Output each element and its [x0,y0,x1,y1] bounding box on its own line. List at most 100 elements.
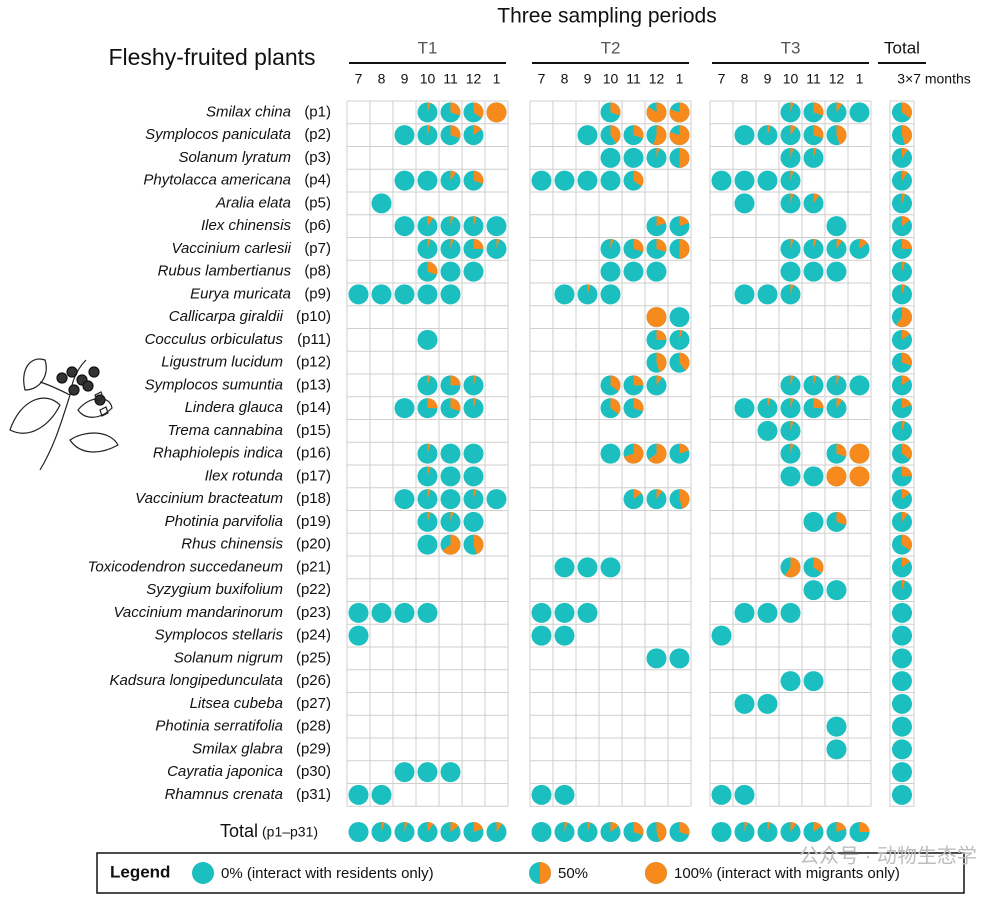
pie-marker [623,238,644,259]
pie-total-marker [892,261,912,282]
pie-migrant-slice [427,125,431,136]
pie-total-marker [892,602,912,623]
pie-marker [849,375,870,396]
pie-resident-slice [371,193,392,214]
pie-migrant-slice [610,125,621,144]
pie-marker [371,784,392,805]
pie-marker [734,602,755,623]
pie-migrant-slice [902,238,912,249]
pie-marker [463,125,484,146]
pie-resident-slice [554,170,575,191]
pie-marker [440,261,461,282]
pie-migrant-slice [790,147,794,158]
pie-marker [803,125,824,146]
plant-species-label: Smilax china [206,103,291,120]
pie-marker [623,489,644,510]
pie-total-marker [892,170,912,191]
period-grid [709,100,872,807]
pie-migrant-slice [767,125,771,136]
pie-marker [463,170,484,191]
pie-migrant-slice [442,534,461,555]
pie-marker [417,238,438,259]
pie-total-row-marker [600,822,621,842]
pie-resident-slice [892,648,912,669]
pie-total-marker [892,739,912,760]
illustration-berry [66,366,78,378]
pie-marker [780,193,801,214]
pie-marker [646,102,667,123]
pie-total-marker [892,307,912,328]
pie-marker [623,443,644,464]
pie-marker [646,352,667,373]
pie-total-marker [892,329,912,350]
pie-marker [417,375,438,396]
pie-marker [417,170,438,191]
pie-migrant-slice [859,238,868,249]
pie-marker [577,284,598,305]
pie-migrant-slice [427,822,434,832]
pie-resident-slice [734,602,755,623]
pie-migrant-slice [679,822,690,836]
pie-resident-slice [463,511,484,532]
pie-marker [417,329,438,350]
pie-marker [780,238,801,259]
pie-marker [463,534,484,555]
pie-resident-slice [734,193,755,214]
pie-resident-slice [440,466,461,487]
pie-resident-slice [734,693,755,714]
pie-resident-slice [371,284,392,305]
pie-resident-slice [711,625,732,646]
pie-resident-slice [826,716,847,737]
pie-marker [849,238,870,259]
legend: Legend 0% (interact with residents only) 5… [96,852,965,894]
pie-marker [780,398,801,419]
pie-marker [440,284,461,305]
pie-migrant-slice [813,193,820,204]
pie-migrant-slice [623,443,644,464]
month-tick-label: 10 [420,71,436,87]
pie-migrant-slice [564,822,568,832]
illustration-leaf [69,432,119,453]
pie-marker [711,625,732,646]
pie-migrant-slice [679,238,690,259]
pie-migrant-slice [669,102,690,123]
pie-marker [826,580,847,601]
plant-species-label: Kadsura longipedunculata [110,672,283,689]
pie-migrant-slice [790,125,797,136]
pie-migrant-slice [790,102,794,113]
pie-marker [600,557,621,578]
pie-marker [646,147,667,168]
pie-total-marker [892,375,912,396]
pie-migrant-slice [656,822,667,842]
pie-marker [646,443,667,464]
legend-item-label: 0% (interact with residents only) [221,865,434,882]
pie-migrant-slice [902,170,908,181]
pie-resident-slice [780,602,801,623]
pie-marker [371,602,392,623]
pie-resident-slice [892,784,912,805]
month-tick-label: 8 [741,71,749,87]
pie-resident-slice [554,602,575,623]
plant-id-label: (p22) [296,581,331,598]
pie-migrant-slice [653,125,667,146]
pie-resident-slice [417,284,438,305]
pie-resident-slice [600,557,621,578]
legend-title: Legend [110,862,170,881]
pie-marker [826,375,847,396]
pie-resident-slice [417,534,438,555]
pie-resident-slice [646,648,667,669]
pie-marker [803,147,824,168]
pie-migrant-slice [902,193,906,204]
plant-id-label: (p30) [296,763,331,780]
plant-species-label: Toxicodendron succedaneum [88,558,283,575]
pie-migrant-slice [473,238,484,249]
pie-migrant-slice [849,466,870,487]
pie-migrant-slice [633,398,644,412]
pie-migrant-slice [744,822,748,832]
pie-migrant-slice [496,238,500,249]
pie-marker [734,170,755,191]
pie-total-row-marker [531,822,552,842]
plant-species-label: Photinia parvifolia [165,513,283,530]
pie-marker [780,284,801,305]
pie-marker [554,784,575,805]
